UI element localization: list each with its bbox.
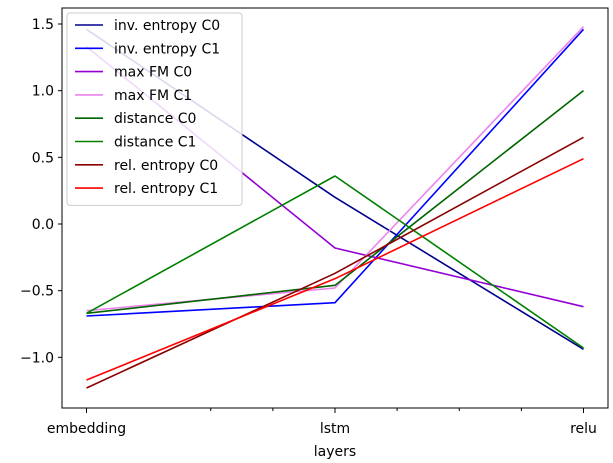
y-tick-label: 1.5: [32, 17, 54, 33]
y-tick-label: −1.0: [20, 350, 54, 366]
legend-label: inv. entropy C0: [114, 18, 220, 34]
x-tick-label: lstm: [320, 421, 350, 437]
y-tick-label: 1.0: [32, 84, 54, 100]
legend-label: inv. entropy C1: [114, 41, 220, 57]
legend-label: distance C1: [114, 135, 196, 151]
y-tick-label: 0.5: [32, 150, 54, 166]
legend-label: max FM C1: [114, 88, 192, 104]
y-tick-label: 0.0: [32, 217, 54, 233]
legend: inv. entropy C0 inv. entropy C1 max FM C0 m…: [67, 13, 242, 205]
legend-label: rel. entropy C0: [114, 158, 218, 174]
x-tick-label: relu: [570, 421, 597, 437]
y-tick-label: −0.5: [20, 284, 54, 300]
x-tick-label: embedding: [47, 421, 126, 437]
legend-label: rel. entropy C1: [114, 181, 218, 197]
legend-label: distance C0: [114, 111, 196, 127]
legend-label: max FM C0: [114, 65, 192, 81]
x-axis-label: layers: [314, 444, 356, 460]
